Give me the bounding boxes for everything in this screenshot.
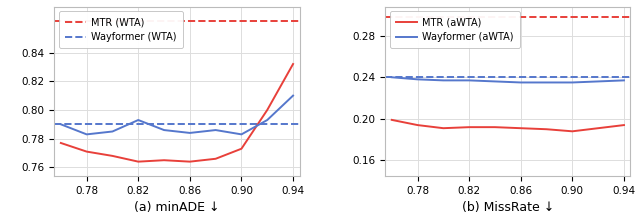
X-axis label: (b) MissRate ↓: (b) MissRate ↓ bbox=[461, 201, 554, 214]
X-axis label: (a) minADE ↓: (a) minADE ↓ bbox=[134, 201, 220, 214]
Legend: MTR (WTA), Wayformer (WTA): MTR (WTA), Wayformer (WTA) bbox=[60, 11, 182, 48]
Legend: MTR (aWTA), Wayformer (aWTA): MTR (aWTA), Wayformer (aWTA) bbox=[390, 11, 520, 48]
